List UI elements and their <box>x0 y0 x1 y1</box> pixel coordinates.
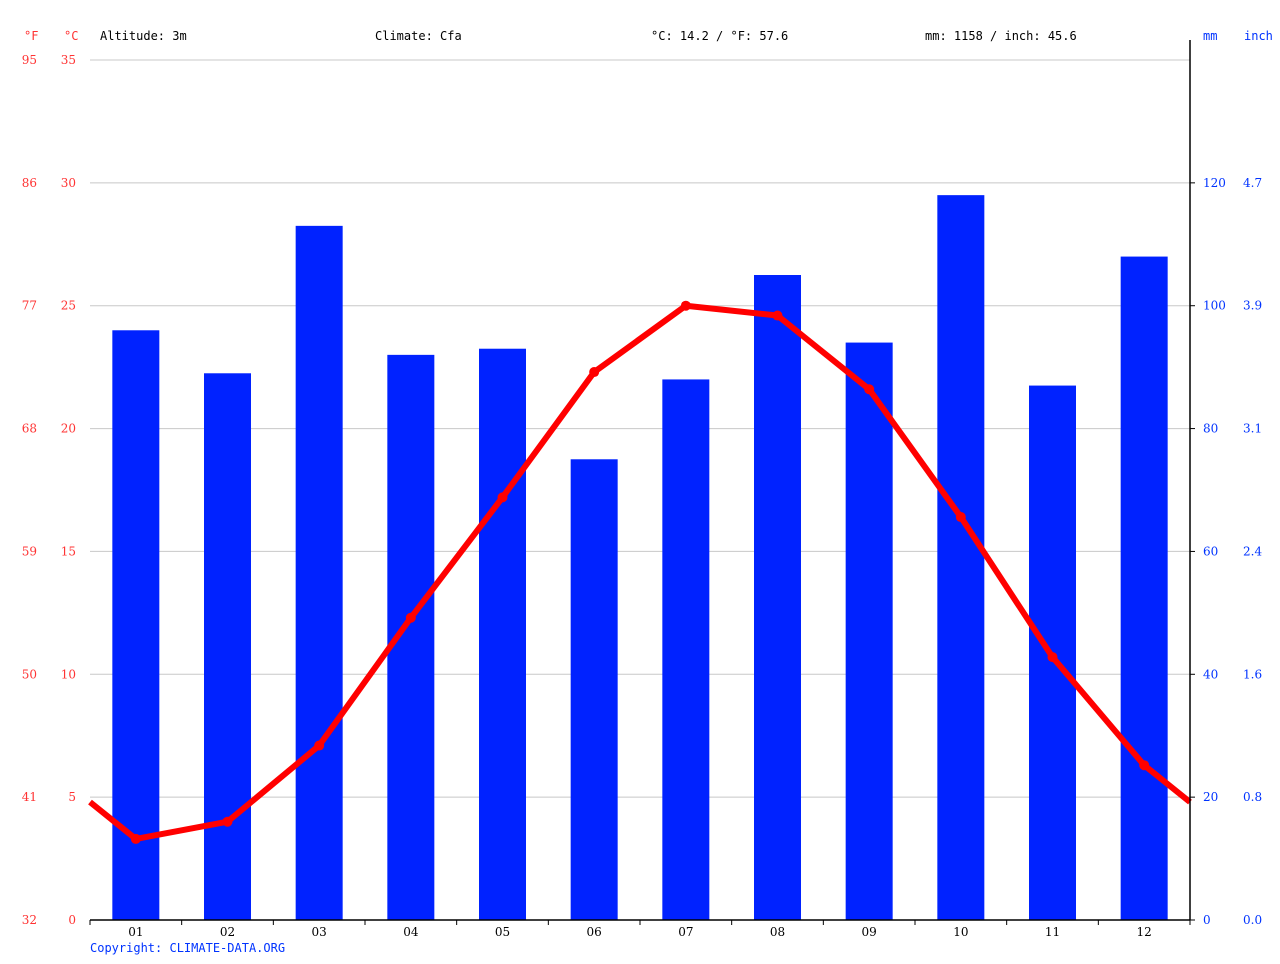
inch-tick-label: 0.0 <box>1243 913 1262 927</box>
month-label: 08 <box>770 925 785 939</box>
celsius-tick-label: 0 <box>68 913 76 927</box>
temperature-point <box>680 300 691 311</box>
temperature-point <box>222 816 233 827</box>
copyright-link[interactable]: Copyright: CLIMATE-DATA.ORG <box>90 941 285 955</box>
average-temperature-label: °C: 14.2 / °F: 57.6 <box>651 29 788 43</box>
temperature-point <box>864 384 875 395</box>
temperature-point <box>955 512 966 523</box>
mm-tick-label: 20 <box>1203 790 1218 804</box>
fahrenheit-tick-label: 86 <box>22 176 37 190</box>
precipitation-bar <box>295 225 343 920</box>
temperature-line <box>88 302 1192 842</box>
month-label: 04 <box>403 925 419 939</box>
fahrenheit-tick-label: 59 <box>22 544 37 558</box>
precipitation-bar <box>754 275 801 920</box>
temperature-point <box>589 367 600 378</box>
month-label: 03 <box>312 925 327 939</box>
temperature-point <box>1047 652 1058 663</box>
climate-label: Climate: Cfa <box>375 29 462 43</box>
month-label: 07 <box>678 925 693 939</box>
mm-tick-label: 120 <box>1203 176 1226 190</box>
precipitation-total-label: mm: 1158 / inch: 45.6 <box>925 29 1077 43</box>
precipitation-bar <box>845 342 893 921</box>
month-label: 06 <box>587 925 602 939</box>
altitude-label: Altitude: 3m <box>100 29 187 43</box>
inch-tick-label: 3.9 <box>1243 299 1262 313</box>
inch-tick-label: 1.6 <box>1243 667 1262 681</box>
celsius-tick-label: 5 <box>68 790 76 804</box>
precipitation-bar <box>112 330 160 920</box>
temperature-point <box>130 833 141 844</box>
temperature-point <box>497 492 508 503</box>
temperature-point <box>1139 760 1150 771</box>
fahrenheit-tick-label: 50 <box>22 667 37 681</box>
temperature-point <box>772 310 783 321</box>
month-label: 10 <box>953 925 968 939</box>
month-label: 02 <box>220 925 235 939</box>
month-label: 09 <box>862 925 877 939</box>
precipitation-bar <box>479 348 526 920</box>
mm-unit-label: mm <box>1203 29 1217 43</box>
celsius-tick-label: 15 <box>61 544 76 558</box>
mm-tick-label: 0 <box>1203 913 1211 927</box>
mm-tick-label: 80 <box>1203 422 1218 436</box>
fahrenheit-tick-label: 41 <box>22 790 37 804</box>
month-label: 12 <box>1137 925 1152 939</box>
fahrenheit-tick-label: 68 <box>22 422 37 436</box>
inch-tick-label: 0.8 <box>1243 790 1262 804</box>
mm-tick-label: 40 <box>1203 667 1218 681</box>
precipitation-bar <box>1120 256 1168 921</box>
temperature-point <box>314 740 325 751</box>
precipitation-bar <box>204 373 251 920</box>
month-label: 01 <box>128 925 143 939</box>
precipitation-bar <box>937 195 985 921</box>
celsius-tick-label: 35 <box>61 53 76 67</box>
celsius-tick-label: 25 <box>61 299 76 313</box>
inch-tick-label: 3.1 <box>1243 422 1262 436</box>
fahrenheit-tick-label: 77 <box>22 299 37 313</box>
mm-tick-label: 60 <box>1203 544 1218 558</box>
celsius-tick-label: 30 <box>61 176 76 190</box>
temperature-point <box>405 612 416 623</box>
inch-tick-label: 4.7 <box>1243 176 1262 190</box>
fahrenheit-unit-label: °F <box>24 29 38 43</box>
celsius-tick-label: 10 <box>61 667 76 681</box>
precipitation-bar <box>662 379 710 920</box>
fahrenheit-tick-label: 95 <box>22 53 37 67</box>
celsius-tick-label: 20 <box>61 422 76 436</box>
month-label: 05 <box>495 925 510 939</box>
month-label: 11 <box>1045 925 1060 939</box>
celsius-unit-label: °C <box>64 29 78 43</box>
mm-tick-label: 100 <box>1203 299 1226 313</box>
precipitation-bar <box>570 459 618 920</box>
inch-tick-label: 2.4 <box>1243 544 1262 558</box>
fahrenheit-tick-label: 32 <box>22 913 37 927</box>
inch-unit-label: inch <box>1244 29 1273 43</box>
